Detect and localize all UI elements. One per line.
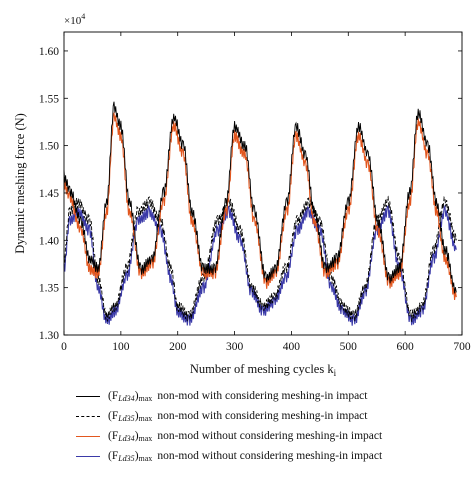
legend-series-desc: non-mod without considering meshing-in i… [157, 430, 383, 442]
series-line [63, 101, 457, 294]
y-tick-label: 1.55 [39, 93, 59, 105]
axis-layer: 0 100 200 300 400 500 600 700 1.30 1.35 1.40 1.45 1.… [39, 32, 471, 353]
x-tick-label: 300 [226, 341, 244, 353]
legend-item: (FLd35)max non-mod with considering mesh… [76, 406, 468, 426]
series-line [63, 195, 457, 322]
y-tick-label: 1.40 [39, 235, 59, 247]
y-tick-label: 1.35 [39, 283, 59, 295]
y-axis-multiplier: ×104 [64, 12, 85, 27]
x-tick-label: 200 [169, 341, 187, 353]
y-tick-label: 1.50 [39, 141, 59, 153]
x-tick-label: 400 [283, 341, 301, 353]
y-axis-multiplier-exponent: 4 [81, 12, 85, 21]
series-line [63, 204, 457, 326]
series-layer [63, 101, 457, 326]
x-tick-label: 500 [340, 341, 358, 353]
x-tick-label: 700 [453, 341, 471, 353]
legend-series-name: (FLd34)max [108, 389, 153, 403]
x-axis-label-subscript: i [334, 368, 337, 378]
legend-series-name: (FLd35)max [108, 409, 153, 423]
legend-series-desc: non-mod with considering meshing-in impa… [157, 410, 368, 422]
legend-swatch [76, 435, 100, 437]
x-tick-label: 0 [61, 341, 67, 353]
legend-series-desc: non-mod without considering meshing-in i… [157, 450, 383, 462]
legend-series-name: (FLd35)max [108, 449, 153, 463]
x-tick-label: 600 [397, 341, 415, 353]
y-tick-label: 1.30 [39, 330, 59, 342]
legend-series-desc: non-mod with considering meshing-in impa… [157, 390, 368, 402]
legend: (FLd34)max non-mod with considering mesh… [76, 386, 468, 466]
x-tick-label: 100 [112, 341, 130, 353]
legend-item: (FLd34)max non-mod without considering m… [76, 426, 468, 446]
y-tick-label: 1.60 [39, 46, 59, 58]
legend-item: (FLd35)max non-mod without considering m… [76, 446, 468, 466]
legend-swatch [76, 455, 100, 457]
plot-frame [63, 31, 463, 336]
legend-series-name: (FLd34)max [108, 429, 153, 443]
x-axis-label: Number of meshing cycles ki [190, 362, 337, 378]
legend-item: (FLd34)max non-mod with considering mesh… [76, 386, 468, 406]
legend-swatch [76, 395, 100, 397]
y-tick-label: 1.45 [39, 188, 59, 200]
y-axis-label: Dynamic meshing force (N) [13, 113, 27, 254]
legend-swatch [76, 415, 100, 417]
